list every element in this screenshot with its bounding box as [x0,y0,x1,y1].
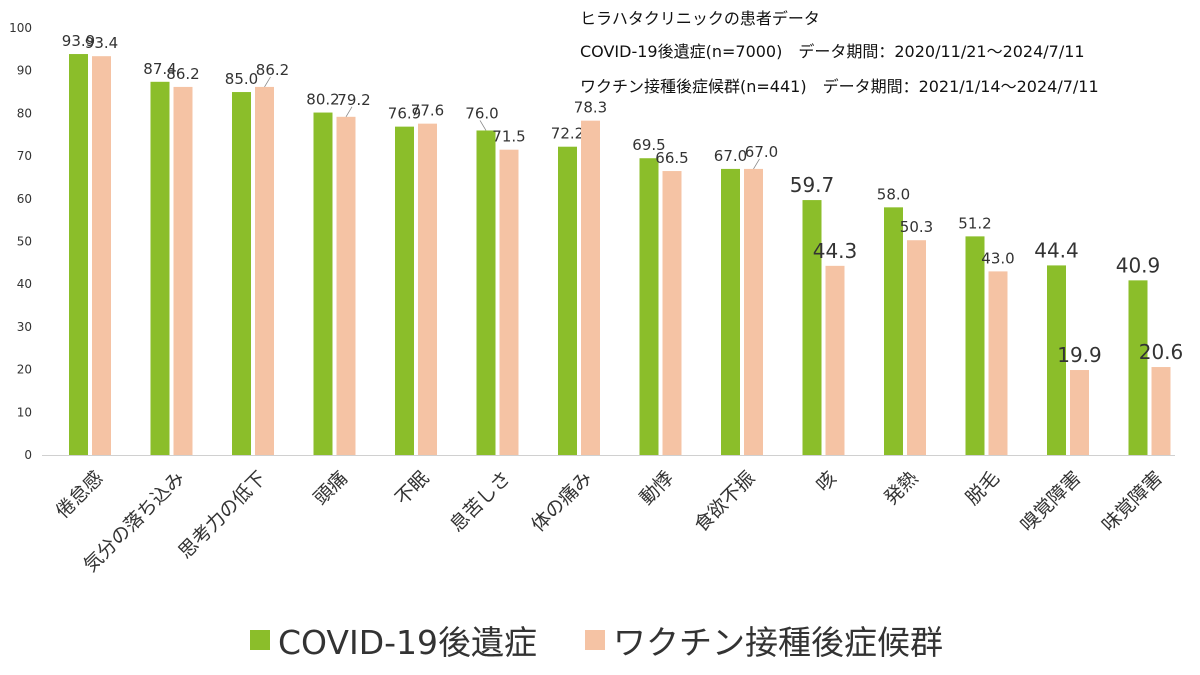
value-label-vaccine: 67.0 [745,143,778,161]
value-label-vaccine: 78.3 [574,99,607,117]
value-label-covid: 59.7 [790,173,835,197]
value-label-vaccine: 19.9 [1057,343,1102,367]
bar-covid [802,200,822,455]
value-label-vaccine: 43.0 [981,249,1014,267]
value-label-covid: 58.0 [877,185,910,203]
category-label: 頭痛 [310,467,352,509]
value-label-vaccine: 50.3 [900,218,933,236]
value-label-covid: 51.2 [958,214,991,232]
value-label-covid: 76.0 [465,104,498,122]
y-tick-label: 70 [17,149,32,163]
value-label-vaccine: 77.6 [411,102,444,120]
bar-covid [558,146,577,455]
legend-swatch-covid [250,630,270,650]
bar-covid [476,130,496,456]
bar-covid [395,126,414,456]
y-tick-label: 0 [24,448,32,462]
y-tick-label: 90 [17,64,32,78]
category-label: 体の痛み [527,467,596,536]
bar-vaccine [418,123,437,455]
legend-item-covid: COVID-19後遺症 [250,618,537,662]
bar-vaccine [907,240,926,455]
category-label: 食欲不振 [690,467,759,536]
bar-vaccine [825,265,845,455]
value-label-leader [753,158,760,170]
y-tick-label: 10 [17,405,32,419]
y-tick-label: 40 [17,277,32,291]
value-label-covid: 87.4 [143,60,176,78]
category-label: 味覚障害 [1098,467,1167,536]
category-label: 息苦しさ [446,467,515,536]
legend-label-covid: COVID-19後遺症 [278,623,538,662]
clinic-title: ヒラハタクリニックの患者データ [580,9,820,28]
value-label-leader [345,106,353,118]
bar-covid [965,236,985,455]
bar-vaccine [173,86,193,456]
bar-vaccine [336,116,356,455]
legend-label-vaccine: ワクチン接種後症候群 [613,623,943,662]
legend-swatch-vaccine [585,630,605,650]
covid-data-period: COVID-19後遺症(n=7000) データ期間：2020/11/21～202… [580,42,1085,61]
value-label-covid: 80.2 [306,91,339,109]
bar-vaccine [92,56,111,455]
y-tick-label: 50 [17,235,32,249]
category-label: 不眠 [391,467,433,509]
category-label: 発熱 [880,467,922,509]
bar-covid [721,168,740,455]
bar-vaccine [1070,370,1089,455]
bar-vaccine [988,271,1008,455]
category-label: 動悸 [636,467,678,509]
value-label-covid: 85.0 [225,70,258,88]
value-label-covid: 76.9 [388,105,421,123]
value-label-vaccine: 79.2 [337,91,370,109]
category-label: 咳 [812,467,841,496]
vaccine-data-period: ワクチン接種後症候群(n=441) データ期間：2021/1/14～2024/7… [580,77,1099,96]
value-label-vaccine: 71.5 [492,128,525,146]
value-label-vaccine: 44.3 [813,239,858,263]
value-label-covid: 44.4 [1034,238,1079,262]
value-label-leader [479,120,487,131]
bar-vaccine [581,120,600,455]
y-tick-label: 60 [17,192,32,206]
bar-covid [150,81,170,455]
value-label-vaccine: 20.6 [1139,340,1184,364]
bar-covid [884,207,903,455]
category-label: 倦怠感 [52,467,108,523]
category-label: 脱毛 [962,467,1004,509]
y-tick-label: 100 [9,21,32,35]
bar-covid [639,158,659,456]
category-label: 思考力の低下 [174,467,270,563]
legend-item-vaccine: ワクチン接種後症候群 [585,618,943,662]
bar-covid [1047,265,1066,455]
bar-covid [313,112,333,456]
value-label-covid: 93.9 [62,32,95,50]
value-label-covid: 40.9 [1116,253,1161,277]
value-label-covid: 67.0 [714,147,747,165]
value-label-vaccine: 86.2 [256,61,289,79]
bar-covid [69,54,88,456]
value-label-vaccine: 66.5 [655,149,688,167]
bar-vaccine [662,171,682,456]
value-label-covid: 72.2 [551,125,584,143]
y-tick-label: 80 [17,106,32,120]
category-label: 嗅覚障害 [1016,467,1085,536]
bar-covid [232,92,251,456]
value-label-vaccine: 93.4 [85,34,118,52]
value-label-vaccine: 86.2 [166,65,199,83]
value-label-leader [264,76,271,88]
y-tick-label: 20 [17,363,32,377]
bar-chart: 010203040506070809010093.993.4倦怠感87.486.… [9,21,1184,577]
bar-covid [1128,280,1148,455]
y-tick-label: 30 [17,320,32,334]
bar-vaccine [499,149,519,455]
bar-vaccine [1151,367,1171,455]
bar-vaccine [744,168,763,455]
value-label-covid: 69.5 [632,136,665,154]
bar-vaccine [255,86,274,456]
